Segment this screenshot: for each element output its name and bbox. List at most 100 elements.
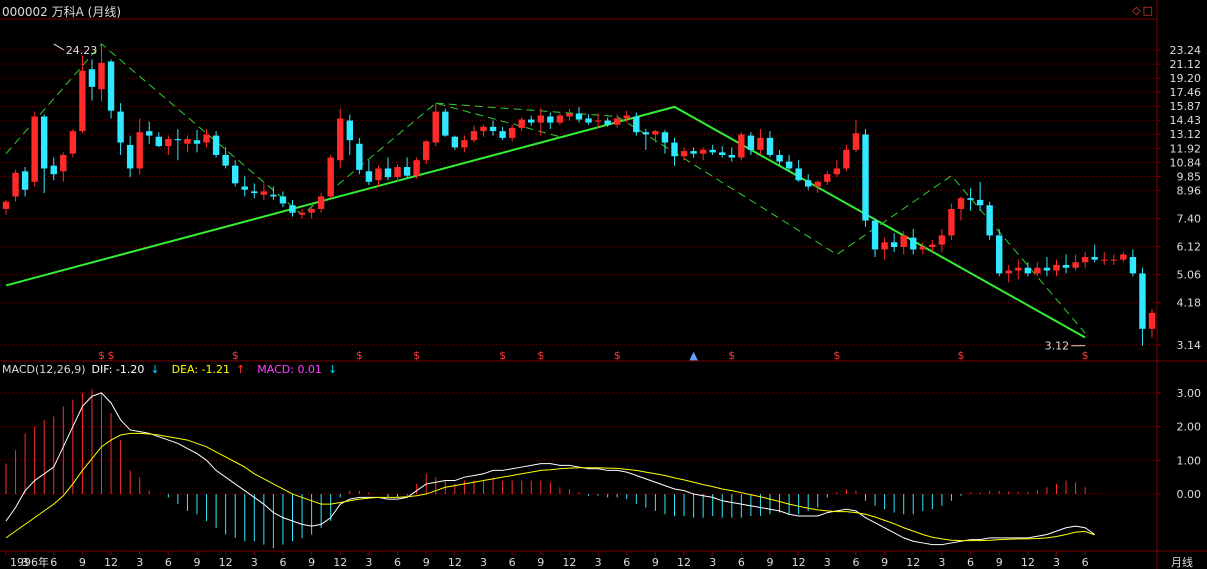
macd-indicator-name[interactable]: MACD(12,26,9) bbox=[2, 363, 86, 376]
macd-tick-label: 2.00 bbox=[1177, 421, 1202, 434]
candle-down bbox=[289, 205, 296, 213]
candle-down bbox=[279, 196, 287, 204]
candle-down bbox=[1043, 267, 1051, 271]
candle-down bbox=[871, 220, 879, 250]
time-tick-label: 6 bbox=[394, 556, 401, 569]
maximize-icon[interactable]: □ bbox=[1142, 4, 1155, 17]
time-tick-label: 9 bbox=[308, 556, 315, 569]
time-tick-label: 3 bbox=[938, 556, 945, 569]
macd-lines bbox=[5, 392, 1095, 546]
candle-down bbox=[690, 151, 697, 154]
candle-down bbox=[795, 168, 802, 181]
candle-down bbox=[862, 134, 869, 221]
candle-up bbox=[184, 139, 191, 144]
signal-mark: $ bbox=[98, 349, 105, 362]
time-tick-label: 6 bbox=[509, 556, 516, 569]
candle-down bbox=[890, 242, 898, 248]
candle-up bbox=[843, 149, 850, 169]
candle-down bbox=[88, 69, 96, 87]
candle-up bbox=[948, 208, 955, 236]
candle-up bbox=[881, 242, 888, 250]
candle-up bbox=[394, 167, 401, 178]
time-tick-label: 6 bbox=[279, 556, 286, 569]
price-tick-label: 10.84 bbox=[1170, 156, 1202, 169]
candle-down bbox=[976, 199, 984, 206]
time-tick-label: 6 bbox=[165, 556, 172, 569]
time-tick-label: 6 bbox=[50, 556, 57, 569]
candle-down bbox=[910, 237, 917, 250]
candle-up bbox=[2, 201, 10, 209]
candle-down bbox=[155, 136, 162, 147]
candle-up bbox=[1148, 312, 1156, 329]
time-tick-label: 3 bbox=[709, 556, 716, 569]
candle-down bbox=[805, 180, 812, 187]
candle-down bbox=[671, 142, 678, 157]
macd-line-dif bbox=[5, 392, 1095, 546]
time-tick-label: 9 bbox=[537, 556, 544, 569]
candle-down bbox=[585, 118, 592, 123]
candle-up bbox=[480, 126, 487, 132]
candle-up bbox=[69, 131, 77, 154]
macd-histogram bbox=[5, 389, 1096, 548]
candle-up bbox=[929, 244, 936, 248]
candle-up bbox=[1034, 267, 1041, 274]
time-tick-label: 9 bbox=[79, 556, 86, 569]
price-tick-label: 15.87 bbox=[1170, 100, 1202, 113]
price-tick-label: 8.96 bbox=[1177, 184, 1202, 197]
candle-up bbox=[680, 151, 688, 157]
candle-up bbox=[738, 134, 745, 158]
time-tick-label: 12 bbox=[219, 556, 233, 569]
candle-up bbox=[432, 111, 439, 143]
candle-up bbox=[98, 62, 105, 90]
time-tick-label: 3 bbox=[22, 556, 29, 569]
signal-mark: $ bbox=[833, 349, 840, 362]
candle-up bbox=[652, 131, 659, 135]
candle-up bbox=[203, 134, 210, 143]
candle-down bbox=[489, 126, 497, 132]
candle-up bbox=[537, 115, 544, 123]
macd-tick-label: 0.00 bbox=[1177, 488, 1202, 501]
time-tick-label: 3 bbox=[480, 556, 487, 569]
price-tick-label: 23.24 bbox=[1170, 44, 1202, 57]
candle-down bbox=[365, 171, 373, 182]
window-buttons[interactable]: ◇□ bbox=[1132, 4, 1155, 17]
macd-tick-label: 3.00 bbox=[1177, 387, 1202, 400]
time-tick-label: 3 bbox=[251, 556, 258, 569]
candle-down bbox=[528, 119, 535, 123]
time-tick-label: 6 bbox=[623, 556, 630, 569]
candle-up bbox=[938, 235, 946, 245]
time-tick-label: 9 bbox=[423, 556, 430, 569]
candle-down bbox=[356, 143, 363, 170]
time-tick-label: 9 bbox=[194, 556, 201, 569]
candle-down bbox=[728, 154, 735, 158]
candle-down bbox=[174, 139, 182, 141]
signal-mark: $ bbox=[499, 349, 506, 362]
candle-down bbox=[442, 111, 449, 136]
dea-value: DEA: -1.21 ↑ bbox=[171, 363, 246, 376]
time-tick-label: 3 bbox=[365, 556, 372, 569]
candle-down bbox=[967, 198, 974, 200]
signal-mark: $ bbox=[958, 349, 965, 362]
candle-down bbox=[21, 171, 29, 190]
candle-up bbox=[337, 118, 344, 161]
candle-up bbox=[900, 235, 907, 248]
candle-up bbox=[1053, 264, 1060, 271]
candle-up bbox=[136, 132, 143, 169]
candle-down bbox=[117, 111, 124, 143]
candle-down bbox=[403, 167, 411, 176]
restore-icon[interactable]: ◇ bbox=[1132, 4, 1143, 17]
price-tick-label: 3.14 bbox=[1177, 339, 1202, 352]
signal-mark: $ bbox=[614, 349, 621, 362]
candle-up bbox=[919, 247, 926, 250]
candle-down bbox=[547, 116, 554, 123]
candle-up bbox=[699, 149, 707, 154]
annotation-pointer bbox=[53, 43, 65, 51]
candle-up bbox=[298, 212, 306, 215]
macd-arrow-icon: ↓ bbox=[327, 363, 338, 376]
dif-arrow-icon: ↓ bbox=[150, 363, 160, 376]
signal-mark: $ bbox=[232, 349, 239, 362]
candle-up bbox=[957, 198, 965, 209]
candle-up bbox=[461, 140, 468, 148]
